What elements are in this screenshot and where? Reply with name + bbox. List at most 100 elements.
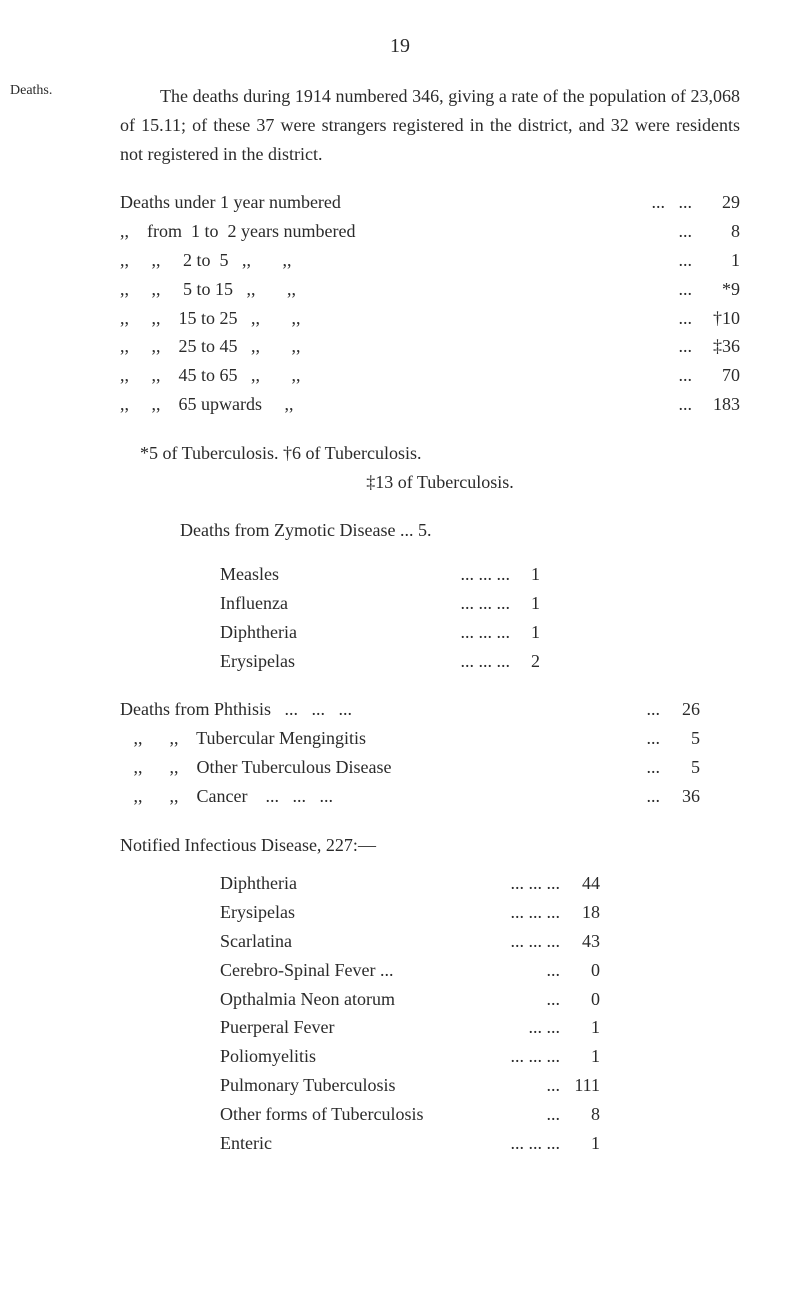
row-value: 183: [700, 390, 740, 419]
disease-value: 1: [560, 1129, 600, 1158]
row-dots: ...: [301, 361, 700, 390]
table-row: ,, ,, 5 to 15 ,, ,,...*9: [120, 275, 740, 304]
dots: ...: [547, 1100, 561, 1129]
deaths-value: 36: [660, 782, 700, 811]
dots: ... ... ...: [461, 560, 511, 589]
row-dots: ...: [294, 390, 701, 419]
row-value: 8: [700, 217, 740, 246]
page-number: 19: [60, 30, 740, 62]
list-item: Cerebro-Spinal Fever ......0: [220, 956, 600, 985]
disease-name: Opthalmia Neon atorum: [220, 985, 547, 1014]
dots: ...: [647, 753, 661, 782]
disease-name: Scarlatina: [220, 927, 511, 956]
row-label: ,, ,, 25 to 45 ,, ,,: [120, 332, 301, 361]
disease-name: Poliomyelitis: [220, 1042, 511, 1071]
disease-value: 8: [560, 1100, 600, 1129]
disease-value: 44: [560, 869, 600, 898]
disease-name: Erysipelas: [220, 898, 511, 927]
deaths-value: 5: [660, 753, 700, 782]
row-value: ‡36: [700, 332, 740, 361]
dots: ... ... ...: [461, 618, 511, 647]
zymotic-header: Deaths from Zymotic Disease ... 5.: [180, 516, 740, 545]
disease-name: Influenza: [220, 589, 461, 618]
table-row: ,, ,, 2 to 5 ,, ,,...1: [120, 246, 740, 275]
dots: ...: [547, 985, 561, 1014]
deaths-label: Deaths from Phthisis ... ... ...: [120, 695, 647, 724]
list-item: ,, ,, Cancer ... ... ......36: [120, 782, 700, 811]
list-item: Enteric... ... ...1: [220, 1129, 600, 1158]
dots: ... ... ...: [511, 898, 561, 927]
list-item: Scarlatina... ... ...43: [220, 927, 600, 956]
disease-value: 1: [560, 1013, 600, 1042]
disease-name: Diphtheria: [220, 618, 461, 647]
disease-name: Puerperal Fever: [220, 1013, 529, 1042]
list-item: Pulmonary Tuberculosis...111: [220, 1071, 600, 1100]
row-label: ,, ,, 45 to 65 ,, ,,: [120, 361, 301, 390]
disease-name: Erysipelas: [220, 647, 461, 676]
disease-value: 1: [510, 618, 540, 647]
row-value: 70: [700, 361, 740, 390]
list-item: Deaths from Phthisis ... ... ......26: [120, 695, 700, 724]
dots: ...: [647, 724, 661, 753]
disease-name: Pulmonary Tuberculosis: [220, 1071, 547, 1100]
row-dots: ...: [355, 217, 700, 246]
dots: ... ... ...: [511, 1129, 561, 1158]
deaths-label: ,, ,, Other Tuberculous Disease: [120, 753, 647, 782]
disease-value: 1: [510, 589, 540, 618]
dots: ... ... ...: [511, 927, 561, 956]
list-item: Erysipelas... ... ...18: [220, 898, 600, 927]
deaths-label: ,, ,, Tubercular Mengingitis: [120, 724, 647, 753]
footnote-line-2: ‡13 of Tuberculosis.: [140, 468, 740, 497]
list-item: Diphtheria... ... ...44: [220, 869, 600, 898]
list-item: Poliomyelitis... ... ...1: [220, 1042, 600, 1071]
disease-name: Cerebro-Spinal Fever ...: [220, 956, 547, 985]
row-label: ,, from 1 to 2 years numbered: [120, 217, 355, 246]
deaths-value: 5: [660, 724, 700, 753]
row-dots: ...: [301, 332, 700, 361]
row-value: †10: [700, 304, 740, 333]
deaths-from-section: Deaths from Phthisis ... ... ......26 ,,…: [120, 695, 740, 810]
tuberculosis-footnote: *5 of Tuberculosis. †6 of Tuberculosis. …: [140, 439, 740, 497]
row-value: 29: [700, 188, 740, 217]
dots: ... ... ...: [461, 589, 511, 618]
row-value: *9: [700, 275, 740, 304]
deaths-age-table: Deaths under 1 year numbered... ...29,, …: [120, 188, 740, 418]
disease-value: 1: [560, 1042, 600, 1071]
dots: ... ... ...: [511, 869, 561, 898]
list-item: ,, ,, Other Tuberculous Disease...5: [120, 753, 700, 782]
dots: ...: [647, 782, 661, 811]
disease-value: 111: [560, 1071, 600, 1100]
list-item: Influenza... ... ...1: [220, 589, 540, 618]
dots: ... ... ...: [511, 1042, 561, 1071]
disease-name: Other forms of Tuberculosis: [220, 1100, 547, 1129]
dots: ...: [547, 956, 561, 985]
row-label: ,, ,, 2 to 5 ,, ,,: [120, 246, 292, 275]
side-margin-label: Deaths.: [10, 80, 52, 102]
dots: ... ... ...: [461, 647, 511, 676]
disease-value: 1: [510, 560, 540, 589]
list-item: Opthalmia Neon atorum...0: [220, 985, 600, 1014]
list-item: Puerperal Fever... ...1: [220, 1013, 600, 1042]
disease-value: 43: [560, 927, 600, 956]
zymotic-list: Measles... ... ...1Influenza... ... ...1…: [220, 560, 740, 675]
disease-name: Enteric: [220, 1129, 511, 1158]
dots: ...: [647, 695, 661, 724]
dots: ...: [547, 1071, 561, 1100]
row-label: ,, ,, 65 upwards ,,: [120, 390, 294, 419]
disease-value: 2: [510, 647, 540, 676]
deaths-value: 26: [660, 695, 700, 724]
row-dots: ...: [301, 304, 700, 333]
deaths-label: ,, ,, Cancer ... ... ...: [120, 782, 647, 811]
table-row: ,, ,, 65 upwards ,,...183: [120, 390, 740, 419]
row-label: ,, ,, 15 to 25 ,, ,,: [120, 304, 301, 333]
table-row: ,, ,, 15 to 25 ,, ,,...†10: [120, 304, 740, 333]
disease-name: Measles: [220, 560, 461, 589]
table-row: ,, ,, 25 to 45 ,, ,,...‡36: [120, 332, 740, 361]
disease-value: 18: [560, 898, 600, 927]
row-dots: ...: [296, 275, 700, 304]
notified-header: Notified Infectious Disease, 227:—: [120, 831, 740, 860]
row-dots: ...: [292, 246, 700, 275]
list-item: Diphtheria... ... ...1: [220, 618, 540, 647]
row-value: 1: [700, 246, 740, 275]
row-label: ,, ,, 5 to 15 ,, ,,: [120, 275, 296, 304]
